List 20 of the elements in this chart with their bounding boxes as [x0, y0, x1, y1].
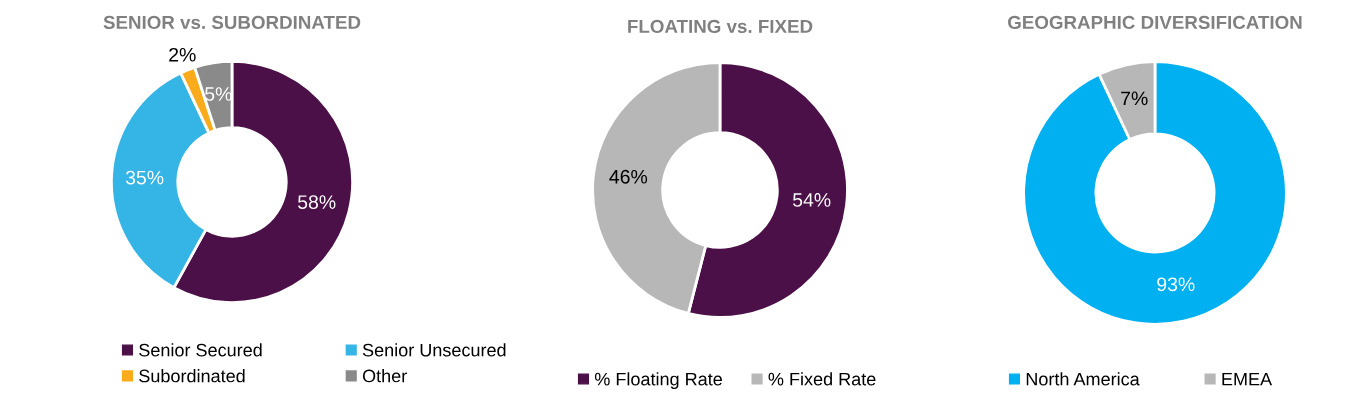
- data-label: 58%: [298, 195, 336, 209]
- chart-title: FLOATING vs. FIXED: [628, 19, 813, 34]
- chart-title: SENIOR vs. SUBORDINATED: [103, 15, 361, 30]
- data-label: 5%: [205, 87, 232, 101]
- data-label: 7%: [1121, 91, 1148, 106]
- data-label: 54%: [792, 193, 831, 207]
- data-label: 46%: [609, 169, 648, 184]
- donut-slice: [1022, 60, 1288, 326]
- data-label: 35%: [125, 170, 164, 185]
- legend-label: % Fixed Rate: [768, 372, 876, 386]
- legend-label: Other: [362, 369, 407, 383]
- data-label: 2%: [169, 47, 196, 62]
- legend-label: EMEA: [1222, 372, 1273, 386]
- chart-title: GEOGRAPHIC DIVERSIFICATION: [1008, 15, 1302, 30]
- legend-label: Subordinated: [139, 369, 245, 383]
- legend-label: Senior Secured: [139, 343, 262, 357]
- legend-label: % Floating Rate: [594, 372, 722, 390]
- legend-label: Senior Unsecured: [362, 343, 506, 357]
- data-label: 93%: [1157, 277, 1195, 292]
- legend-label: North America: [1026, 372, 1140, 386]
